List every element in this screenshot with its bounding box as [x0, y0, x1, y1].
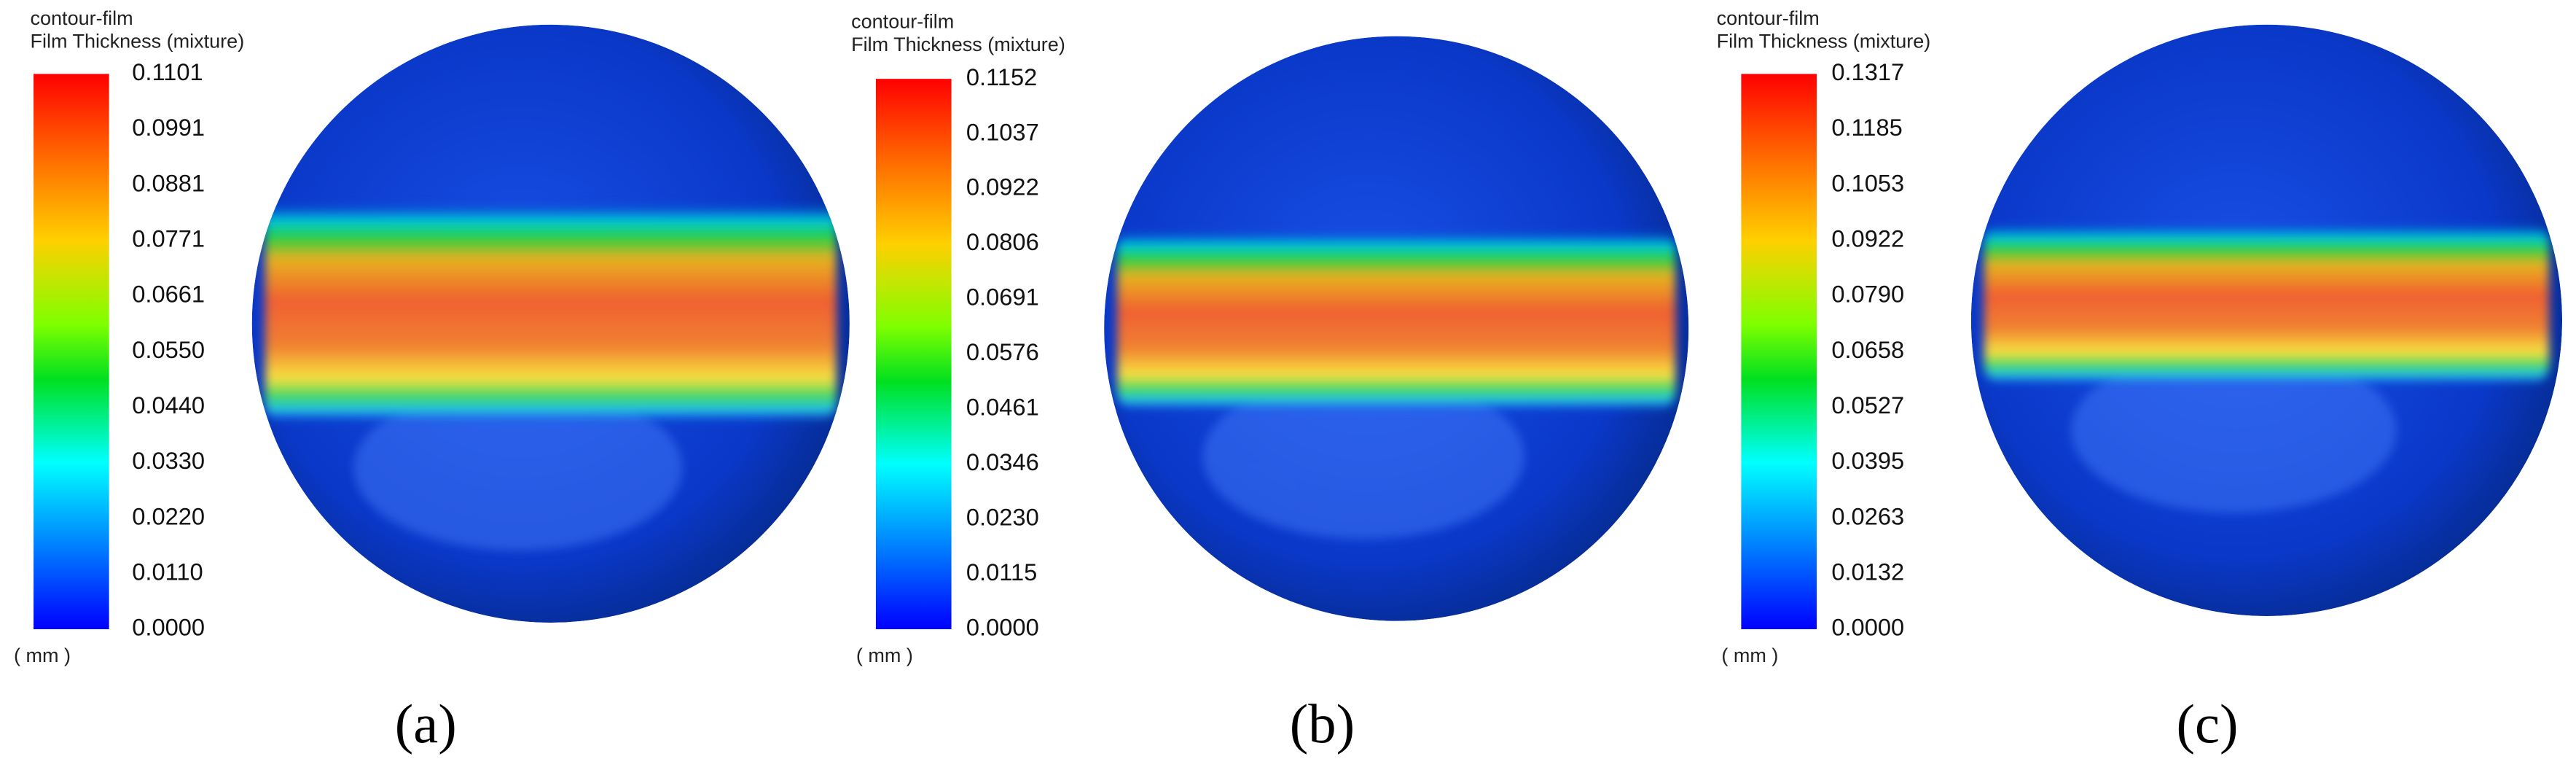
film-band — [1984, 223, 2549, 385]
legend-header: contour-film — [31, 7, 133, 29]
colorbar-tick-label: 0.1317 — [1831, 58, 1904, 85]
colorbar-tick-label: 0.0922 — [966, 174, 1039, 201]
colorbar-tick-label: 0.0132 — [1831, 558, 1904, 585]
film-band — [265, 202, 837, 423]
colorbar-tick-label: 0.0991 — [132, 114, 205, 141]
legend-header: Film Thickness (mixture) — [851, 34, 1065, 55]
unit-label: ( mm ) — [1721, 645, 1778, 666]
colorbar-tick-label: 0.0461 — [966, 394, 1039, 421]
colorbar-tick-label: 0.1101 — [132, 58, 203, 85]
colorbar-tick-label: 0.0220 — [132, 502, 205, 529]
colorbar-tick-label: 0.0395 — [1831, 447, 1904, 474]
highlight — [1202, 374, 1524, 540]
colorbar-tick-label: 0.0790 — [1831, 281, 1904, 308]
colorbar — [875, 79, 952, 629]
colorbar-tick-label: 0.0691 — [966, 284, 1039, 311]
colorbar-tick-label: 0.0263 — [1831, 502, 1904, 529]
colorbar-tick-label: 0.0771 — [132, 225, 205, 252]
film-band — [1117, 230, 1676, 411]
colorbar-tick-label: 0.0330 — [132, 447, 205, 474]
colorbar-tick-label: 0.1053 — [1831, 169, 1904, 196]
highlight — [353, 386, 683, 550]
sphere — [1970, 24, 2563, 616]
colorbar-tick-label: 0.0922 — [1831, 225, 1904, 252]
caption: (b) — [1290, 693, 1355, 755]
highlight — [2071, 348, 2397, 513]
colorbar-tick-label: 0.1152 — [966, 63, 1037, 90]
colorbar-tick-label: 0.0230 — [966, 504, 1039, 531]
colorbar-tick-label: 0.0881 — [132, 169, 205, 196]
colorbar-tick-label: 0.0527 — [1831, 392, 1904, 419]
legend-header: Film Thickness (mixture) — [1717, 30, 1931, 52]
colorbar-tick-label: 0.0550 — [132, 336, 205, 363]
colorbar-tick-label: 0.0346 — [966, 448, 1039, 475]
colorbar-tick-label: 0.0110 — [132, 558, 203, 585]
colorbar-tick-label: 0.1037 — [966, 118, 1039, 145]
unit-label: ( mm ) — [14, 645, 71, 666]
caption: (a) — [395, 693, 457, 755]
colorbar-tick-label: 0.0806 — [966, 228, 1039, 255]
legend-header: Film Thickness (mixture) — [31, 30, 245, 52]
colorbar-tick-label: 0.0658 — [1831, 336, 1904, 363]
legend-header: contour-film — [851, 10, 954, 32]
colorbar — [1741, 74, 1817, 629]
colorbar-tick-label: 0.0000 — [132, 614, 205, 641]
colorbar-tick-label: 0.0115 — [966, 558, 1037, 585]
colorbar-tick-label: 0.0000 — [1831, 614, 1904, 641]
colorbar-tick-label: 0.0440 — [132, 392, 205, 419]
colorbar-tick-label: 0.1185 — [1831, 114, 1902, 141]
legend-header: contour-film — [1717, 7, 1820, 29]
caption: (c) — [2177, 693, 2239, 755]
colorbar-tick-label: 0.0000 — [966, 614, 1039, 641]
sphere — [251, 24, 850, 623]
colorbar-tick-label: 0.0661 — [132, 281, 205, 308]
sphere — [1104, 36, 1689, 621]
colorbar — [34, 74, 109, 629]
colorbar-tick-label: 0.0576 — [966, 338, 1039, 365]
unit-label: ( mm ) — [856, 645, 913, 666]
